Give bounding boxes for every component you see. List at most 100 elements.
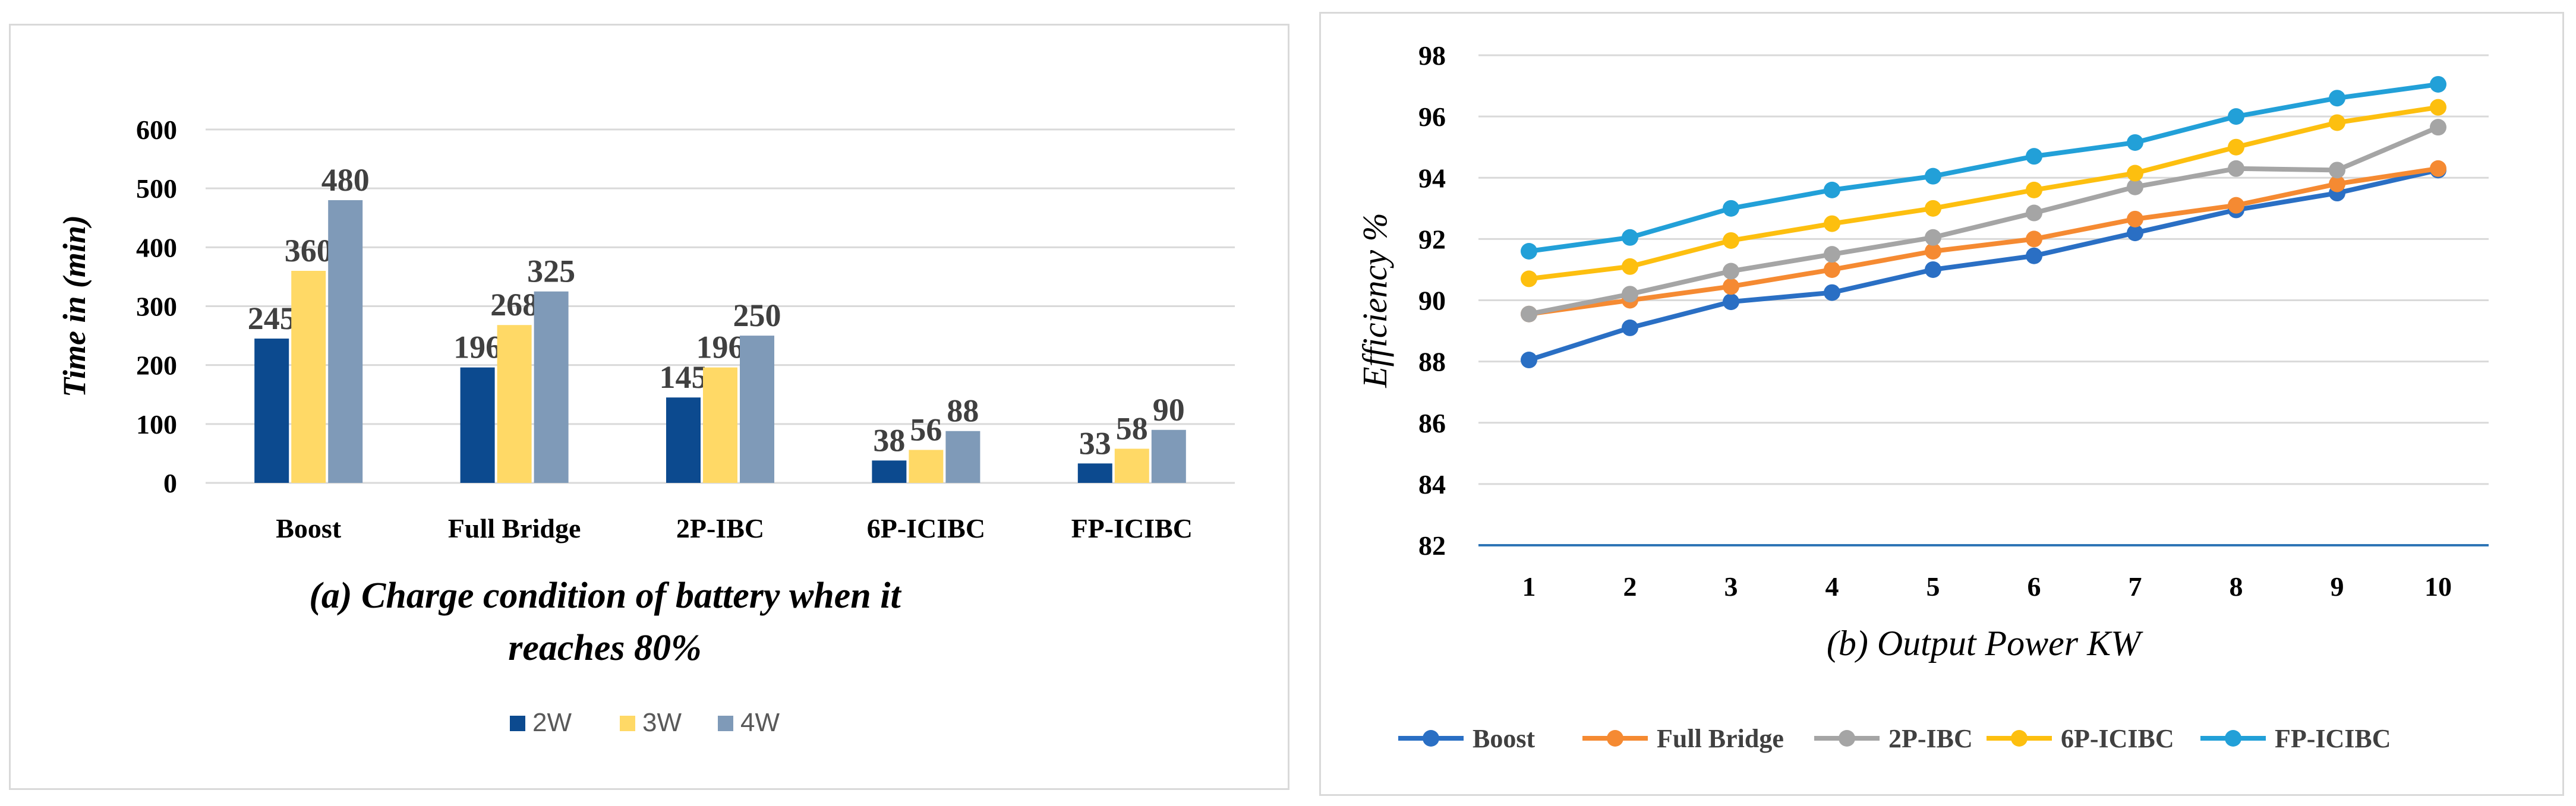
legend-label: 3W — [642, 708, 682, 737]
legend-label: Boost — [1473, 724, 1535, 753]
data-point — [1622, 258, 1638, 275]
data-label: 325 — [527, 254, 575, 289]
data-point — [2329, 175, 2345, 192]
x-tick-label: 10 — [2424, 571, 2452, 602]
bar — [872, 460, 907, 483]
x-tick-label: FP-ICIBC — [1071, 513, 1193, 543]
bar — [666, 397, 701, 483]
y-tick-label: 96 — [1418, 102, 1446, 132]
data-point — [1723, 278, 1739, 295]
data-label: 58 — [1116, 410, 1148, 446]
data-point — [1723, 263, 1739, 280]
data-label: 268 — [490, 287, 538, 323]
x-tick-label: 5 — [1927, 571, 1940, 602]
data-label: 245 — [248, 301, 296, 336]
data-point — [1521, 305, 1537, 323]
legend-label: 2P-IBC — [1888, 724, 1973, 753]
data-label: 145 — [660, 359, 708, 395]
data-label: 33 — [1079, 425, 1111, 461]
y-tick-label: 100 — [136, 409, 177, 440]
data-point — [1622, 319, 1638, 336]
y-tick-label: 600 — [136, 115, 177, 145]
data-point — [2329, 162, 2345, 179]
data-point — [1521, 352, 1537, 369]
data-point — [1723, 232, 1739, 249]
y-tick-label: 86 — [1418, 408, 1446, 438]
legend-marker — [1423, 730, 1439, 747]
y-tick-label: 0 — [163, 468, 177, 498]
bar — [1114, 448, 1149, 483]
data-point — [2228, 160, 2244, 177]
data-point — [1925, 243, 1941, 260]
x-tick-label: 2P-IBC — [676, 513, 764, 543]
legend-label: FP-ICIBC — [2275, 724, 2391, 753]
data-point — [2127, 225, 2143, 242]
x-tick-label: 7 — [2129, 571, 2142, 602]
legend-marker — [1839, 730, 1855, 747]
data-point — [1824, 284, 1840, 301]
bar — [497, 325, 532, 483]
data-point — [1925, 200, 1941, 217]
legend-swatch — [510, 716, 525, 731]
legend-swatch — [620, 716, 635, 731]
data-point — [2430, 99, 2446, 116]
line-chart-b: 82 84 86 88 90 92 94 96 98 1 2 3 4 5 6 7 8 9 10 Efficiency … — [1355, 40, 2489, 753]
data-point — [1925, 261, 1941, 278]
y-tick-label: 400 — [136, 232, 177, 263]
data-label: 360 — [285, 233, 333, 268]
y-tick-label: 300 — [136, 292, 177, 322]
data-point — [1521, 243, 1537, 260]
data-point — [2026, 204, 2042, 222]
bar — [1151, 429, 1186, 483]
x-tick-label: 8 — [2230, 571, 2243, 602]
legend-label: Full Bridge — [1657, 724, 1784, 753]
data-point — [1925, 229, 1941, 246]
y-tick-label: 98 — [1418, 40, 1446, 71]
y-axis-title: Efficiency % — [1355, 213, 1394, 388]
data-label: 196 — [453, 330, 502, 365]
y-tick-label: 92 — [1418, 224, 1446, 254]
data-label: 480 — [321, 162, 370, 198]
series-line — [1528, 166, 2439, 317]
chart-title: reaches 80% — [508, 628, 701, 668]
chart-title: (a) Charge condition of battery when it — [309, 576, 901, 616]
data-label: 250 — [733, 298, 781, 333]
data-point — [1723, 200, 1739, 217]
data-label: 56 — [910, 412, 942, 447]
data-label: 38 — [873, 422, 905, 458]
x-tick-label: 4 — [1825, 571, 1839, 602]
y-tick-label: 500 — [136, 173, 177, 204]
series-line — [1528, 105, 2439, 282]
x-tick-label: 6P-ICIBC — [867, 513, 985, 543]
y-tick-label: 88 — [1418, 347, 1446, 377]
x-tick-label: 2 — [1623, 571, 1637, 602]
data-point — [1622, 229, 1638, 246]
data-label: 88 — [947, 393, 979, 429]
data-point — [2127, 165, 2143, 182]
chart-panel-b: 82 84 86 88 90 92 94 96 98 1 2 3 4 5 6 7 8 9 10 Efficiency … — [1319, 12, 2564, 796]
y-tick-label: 94 — [1418, 163, 1446, 193]
bar — [534, 291, 569, 483]
legend-marker — [1607, 730, 1623, 747]
x-axis-title: (b) Output Power KW — [1827, 624, 2143, 663]
x-tick-label: Full Bridge — [448, 513, 581, 543]
bar — [460, 367, 495, 483]
bar-chart-a: 0 100 200 300 400 500 600 Time in (min) 245 360 48… — [56, 115, 1235, 737]
series-line — [1528, 82, 2439, 254]
data-point — [1723, 293, 1739, 311]
data-label: 90 — [1153, 392, 1185, 428]
bar — [328, 200, 363, 483]
x-tick-label: 6 — [2028, 571, 2041, 602]
legend-swatch — [718, 716, 733, 731]
x-tick-label: Boost — [276, 513, 342, 543]
data-point — [2430, 160, 2446, 177]
data-point — [1925, 167, 1941, 185]
data-point — [2329, 114, 2345, 131]
data-point — [1824, 181, 1840, 198]
data-point — [2026, 181, 2042, 198]
x-tick-label: 3 — [1724, 571, 1738, 602]
y-tick-label: 200 — [136, 350, 177, 381]
x-tick-label: 9 — [2331, 571, 2344, 602]
data-point — [1824, 261, 1840, 278]
bar — [1077, 463, 1112, 483]
